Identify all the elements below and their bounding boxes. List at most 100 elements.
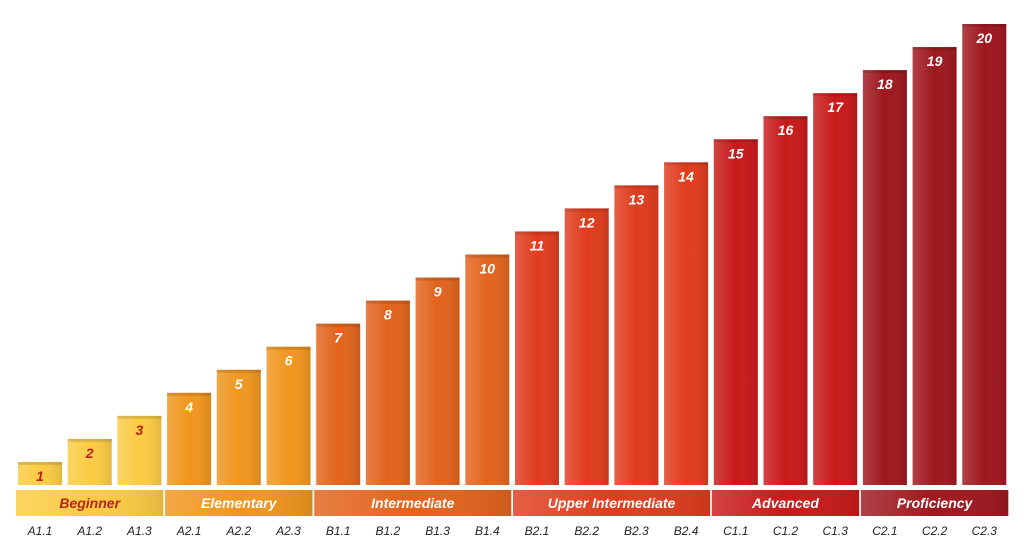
bar-shading <box>664 162 709 486</box>
bar-value-label: 6 <box>285 353 293 369</box>
bar-top-edge <box>316 323 361 327</box>
bar-shading <box>515 231 559 485</box>
bar-top-edge <box>813 93 858 97</box>
bar-C2.2: 19 <box>912 47 957 486</box>
level-band-shading <box>860 490 1009 516</box>
bar-B1.4: 10 <box>465 254 510 485</box>
x-tick-label: B2.1 <box>525 524 550 538</box>
bar-B1.3: 9 <box>415 277 460 485</box>
x-tick-label: C1.1 <box>723 524 748 538</box>
bar-value-label: 8 <box>384 307 392 323</box>
bar-B1.2: 8 <box>365 300 410 485</box>
bar-C2.3: 20 <box>962 24 1007 485</box>
bar-top-edge <box>415 277 460 281</box>
bar-shading <box>365 300 410 485</box>
x-tick-labels: A1.1 A1.2 A1.3 A2.1 A2.2 A2.3 B1.1 B1.2 B1.3 B1.4… <box>27 524 998 538</box>
bar-top-edge <box>67 438 112 442</box>
bar-top-edge <box>515 231 559 235</box>
bar-value-label: 4 <box>184 399 193 415</box>
bar-top-edge <box>713 139 758 143</box>
bar-top-edge <box>862 70 907 74</box>
x-tick-label: A2.1 <box>176 524 202 538</box>
bar-shading <box>862 70 907 485</box>
bar-top-edge <box>614 185 659 189</box>
bar-shading <box>912 47 957 486</box>
x-tick-label: B1.2 <box>376 524 401 538</box>
bar-shading <box>18 461 62 485</box>
band-proficiency: Proficiency <box>860 490 1009 516</box>
level-bands: Beginner Elementary Intermediate Upper Inte… <box>16 490 1009 516</box>
level-band-shading <box>165 490 313 516</box>
bar-B2.4: 14 <box>664 162 709 486</box>
bar-shading <box>216 369 261 485</box>
bar-C1.2: 16 <box>763 116 808 485</box>
bar-value-label: 13 <box>629 191 645 207</box>
bar-value-label: 2 <box>85 445 94 461</box>
bar-top-edge <box>912 47 957 51</box>
x-tick-label: A2.3 <box>275 524 301 538</box>
bar-C2.1: 18 <box>862 70 907 485</box>
bar-top-edge <box>365 300 410 304</box>
bar-shading <box>67 438 112 485</box>
x-tick-label: A1.1 <box>27 524 53 538</box>
x-tick-label: C2.2 <box>922 524 948 538</box>
bar-top-edge <box>18 461 62 465</box>
bar-shading <box>713 139 758 485</box>
x-tick-label: A2.2 <box>225 524 251 538</box>
bar-shading <box>763 116 808 485</box>
bar-top-edge <box>465 254 510 258</box>
band-beginner: Beginner <box>16 490 164 516</box>
bar-value-label: 1 <box>36 468 44 484</box>
bar-top-edge <box>117 415 162 419</box>
level-band-label: Intermediate <box>371 495 454 511</box>
bar-value-label: 17 <box>827 99 844 115</box>
bar-top-edge <box>167 392 212 396</box>
level-band-shading <box>314 490 512 516</box>
level-band-label: Advanced <box>751 495 819 511</box>
level-band-shading <box>16 490 164 516</box>
bar-A2.1: 4 <box>167 392 212 485</box>
x-tick-label: C2.1 <box>872 524 897 538</box>
band-intermediate: Intermediate <box>314 490 512 516</box>
x-tick-label: A1.2 <box>76 524 102 538</box>
band-advanced: Advanced <box>711 490 860 516</box>
bar-shading <box>167 392 212 485</box>
x-tick-label: B2.3 <box>624 524 649 538</box>
bar-shading <box>813 93 858 486</box>
bar-top-edge <box>216 369 261 373</box>
band-upper-intermediate: Upper Intermediate <box>513 490 711 516</box>
bar-top-edge <box>664 162 709 166</box>
bar-A1.2: 2 <box>67 438 112 485</box>
bar-top-edge <box>564 208 609 212</box>
bar-value-label: 18 <box>877 76 893 92</box>
bar-B2.2: 12 <box>564 208 609 485</box>
bar-C1.1: 15 <box>713 139 758 485</box>
bar-value-label: 20 <box>976 30 993 46</box>
bar-top-edge <box>962 24 1007 27</box>
x-tick-label: B2.4 <box>674 524 699 538</box>
bar-value-label: 3 <box>136 422 144 438</box>
bar-value-label: 5 <box>235 376 243 392</box>
bar-value-label: 19 <box>927 53 943 69</box>
bar-value-label: 16 <box>778 122 794 138</box>
bar-value-label: 9 <box>434 284 442 300</box>
bar-value-label: 12 <box>579 214 595 230</box>
x-tick-label: C1.3 <box>823 524 849 538</box>
bar-value-label: 7 <box>334 330 343 346</box>
bar-shading <box>614 185 659 485</box>
bar-A2.3: 6 <box>266 346 311 485</box>
bar-top-edge <box>763 116 808 120</box>
level-band-label: Proficiency <box>897 495 974 511</box>
x-tick-label: B2.2 <box>574 524 599 538</box>
bar-shading <box>962 24 1007 485</box>
bar-A1.3: 3 <box>117 415 162 485</box>
x-tick-label: B1.4 <box>475 524 500 538</box>
bar-B1.1: 7 <box>316 323 361 485</box>
bar-shading <box>564 208 609 485</box>
x-tick-label: B1.3 <box>425 524 450 538</box>
bar-value-label: 11 <box>530 237 545 253</box>
level-band-shading <box>711 490 860 516</box>
bar-C1.3: 17 <box>813 93 858 486</box>
